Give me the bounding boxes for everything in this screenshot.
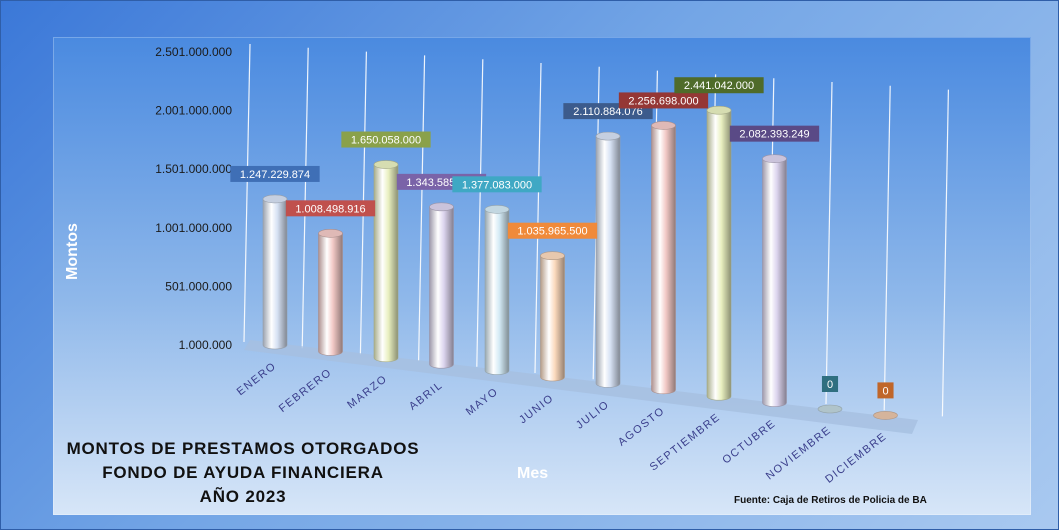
bar-agosto: [651, 121, 676, 395]
bars: [262, 105, 898, 420]
data-label-enero: 1.247.229.874: [230, 165, 320, 182]
bar-noviembre: [817, 404, 843, 414]
data-label-diciembre: 0: [877, 382, 894, 399]
data-label-marzo: 1.650.058.000: [341, 131, 431, 148]
gridline: [243, 43, 251, 343]
bar-abril: [429, 202, 454, 369]
x-tick-label: MARZO: [345, 373, 390, 412]
bar-julio: [595, 131, 621, 388]
x-tick-label: NOVIEMBRE: [764, 424, 834, 482]
gridline: [534, 62, 542, 374]
data-label-junio: 1.035.965.500: [507, 222, 598, 239]
svg-text:1.035.965.500: 1.035.965.500: [517, 226, 587, 238]
bar-febrero: [318, 229, 343, 356]
bar-enero: [262, 194, 288, 350]
x-tick-label: JULIO: [574, 398, 612, 431]
y-tick-label: 1.000.000: [179, 338, 233, 352]
bar-diciembre: [873, 411, 898, 420]
svg-text:0: 0: [882, 385, 888, 397]
y-axis-label: Montos: [64, 223, 81, 280]
floor-plane: [244, 340, 918, 434]
y-axis-ticks: 1.000.000 501.000.000 1.001.000.000 1.501.0…: [155, 45, 232, 352]
x-tick-label: AGOSTO: [616, 405, 667, 449]
data-label-mayo: 1.377.083.000: [452, 176, 542, 193]
x-tick-label: MAYO: [464, 386, 501, 419]
chart-title-line-2: FONDO DE AYUDA FINANCIERA: [102, 463, 384, 482]
y-tick-label: 501.000.000: [165, 279, 232, 293]
svg-text:1.008.498.916: 1.008.498.916: [295, 203, 365, 215]
data-label-octubre: 2.082.393.249: [729, 125, 820, 142]
gridline: [941, 89, 949, 417]
y-tick-label: 2.501.000.000: [155, 45, 232, 59]
y-tick-label: 1.501.000.000: [155, 162, 232, 176]
svg-text:2.110.884.076: 2.110.884.076: [573, 106, 643, 118]
svg-text:2.441.042.000: 2.441.042.000: [684, 80, 754, 92]
svg-text:1.247.229.874: 1.247.229.874: [240, 169, 310, 181]
gridline: [883, 85, 891, 411]
x-axis-label: Mes: [517, 465, 548, 482]
svg-text:2.256.698.000: 2.256.698.000: [628, 95, 698, 107]
bar-junio: [540, 251, 565, 382]
chart-floor: [244, 340, 918, 434]
y-tick-label: 1.001.000.000: [155, 221, 232, 235]
data-label-febrero: 1.008.498.916: [285, 200, 376, 217]
chart-title-line-3: AÑO 2023: [200, 486, 287, 506]
source-note: Fuente: Caja de Retiros de Policia de BA: [734, 495, 927, 506]
gridline: [476, 59, 484, 367]
x-tick-label: DICIEMBRE: [823, 430, 889, 485]
x-tick-label: OCTUBRE: [720, 418, 778, 467]
svg-text:1.377.083.000: 1.377.083.000: [462, 179, 532, 191]
x-tick-label: JUNIO: [517, 392, 556, 426]
data-label-noviembre: 0: [821, 376, 839, 392]
data-label-agosto: 2.256.698.000: [618, 92, 709, 109]
gridline: [301, 47, 309, 349]
y-tick-label: 2.001.000.000: [155, 104, 232, 118]
gridline: [418, 55, 426, 361]
data-labels: 1.247.229.874 1.008.498.916 1.650.058.000 1…: [230, 77, 894, 399]
data-label-septiembre: 2.441.042.000: [674, 77, 764, 94]
svg-text:0: 0: [827, 379, 833, 391]
x-tick-label: FEBRERO: [277, 366, 335, 415]
x-tick-label: ABRIL: [407, 379, 445, 413]
chart-title-line-1: MONTOS DE PRESTAMOS OTORGADOS: [67, 439, 420, 458]
bar-marzo: [373, 160, 399, 363]
x-tick-label: ENERO: [235, 360, 279, 398]
bar-octubre: [762, 154, 787, 407]
svg-text:2.082.393.249: 2.082.393.249: [739, 129, 809, 141]
bar-mayo: [484, 205, 510, 375]
svg-text:1.650.058.000: 1.650.058.000: [351, 135, 421, 147]
bar-septiembre: [706, 105, 732, 401]
gridline: [825, 81, 833, 405]
